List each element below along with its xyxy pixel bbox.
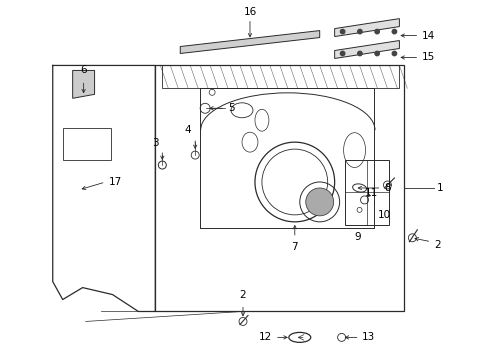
Text: 17: 17 [108, 177, 122, 187]
Polygon shape [334, 19, 399, 37]
Text: 6: 6 [80, 66, 87, 75]
Circle shape [357, 51, 361, 56]
Text: 2: 2 [239, 289, 246, 300]
Polygon shape [73, 71, 94, 98]
Text: 9: 9 [353, 232, 360, 242]
Text: 4: 4 [184, 125, 191, 135]
Circle shape [374, 30, 379, 34]
Text: 16: 16 [243, 6, 256, 17]
Circle shape [374, 51, 379, 56]
Circle shape [340, 30, 344, 34]
Text: 13: 13 [361, 332, 374, 342]
Polygon shape [334, 41, 399, 58]
Text: 11: 11 [364, 188, 377, 198]
Bar [344, 160, 388, 225]
Text: 5: 5 [227, 103, 234, 113]
Bar [162, 66, 399, 88]
Text: 8: 8 [384, 183, 390, 193]
Circle shape [391, 30, 396, 34]
Circle shape [305, 188, 333, 216]
Bar [155, 66, 404, 311]
Bar [62, 128, 110, 160]
Circle shape [391, 51, 396, 56]
Text: 3: 3 [152, 138, 158, 148]
Text: 2: 2 [433, 240, 440, 250]
Text: 14: 14 [421, 31, 434, 41]
Polygon shape [180, 31, 319, 54]
Circle shape [340, 51, 344, 56]
Circle shape [357, 30, 361, 34]
Text: 15: 15 [421, 53, 434, 63]
Text: 10: 10 [377, 210, 390, 220]
Text: 7: 7 [291, 242, 298, 252]
Text: 1: 1 [436, 183, 443, 193]
Text: 12: 12 [258, 332, 271, 342]
